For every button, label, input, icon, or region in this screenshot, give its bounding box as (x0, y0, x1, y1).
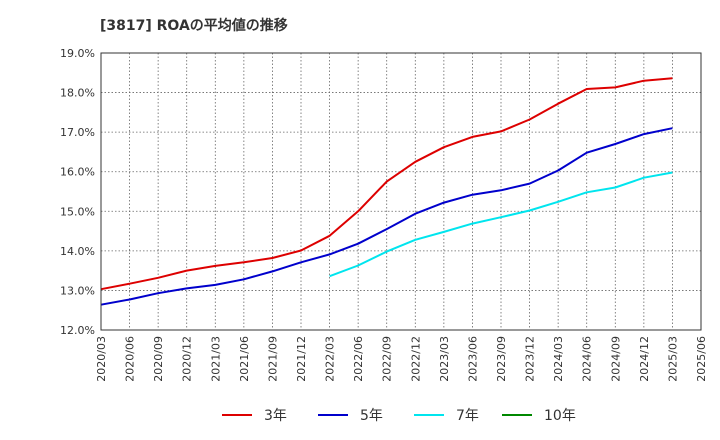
x-tick-label: 2023/09 (495, 336, 508, 382)
x-tick-label: 2024/06 (581, 336, 594, 382)
x-tick-label: 2021/09 (266, 336, 279, 382)
x-tick-label: 2022/09 (381, 336, 394, 382)
y-tick-label: 15.0% (60, 205, 95, 218)
legend-label: 3年 (264, 408, 287, 424)
series-line-7年 (329, 171, 673, 278)
legend-label: 5年 (360, 408, 383, 424)
x-tick-label: 2024/12 (638, 336, 651, 382)
x-tick-label: 2022/12 (409, 336, 422, 382)
x-tick-label: 2021/12 (295, 336, 308, 382)
x-tick-label: 2021/06 (238, 336, 251, 382)
legend-item: 5年 (318, 408, 383, 424)
plot-frame (100, 52, 702, 331)
y-tick-label: 14.0% (60, 245, 95, 258)
legend-item: 3年 (222, 408, 287, 424)
series-line-3年 (100, 77, 673, 291)
x-tick-label: 2020/03 (95, 336, 108, 382)
x-tick-label: 2023/12 (524, 336, 537, 382)
x-tick-label: 2023/06 (466, 336, 479, 382)
y-tick-label: 13.0% (60, 284, 95, 297)
y-tick-label: 18.0% (60, 87, 95, 100)
chart-title: [3817] ROAの平均値の推移 (100, 17, 288, 34)
y-tick-label: 16.0% (60, 166, 95, 179)
y-tick-label: 12.0% (60, 324, 95, 337)
series-lines (100, 77, 673, 306)
x-tick-label: 2024/03 (552, 336, 565, 382)
legend-item: 10年 (502, 408, 576, 424)
x-tick-label: 2020/09 (152, 336, 165, 382)
x-tick-label: 2024/09 (609, 336, 622, 382)
y-axis-ticks: 12.0% 13.0% 14.0% 15.0% 16.0% 17.0% 18.0% 19.0% (60, 47, 95, 337)
x-tick-label: 2022/03 (324, 336, 337, 382)
x-tick-label: 2020/06 (124, 336, 137, 382)
x-tick-label: 2025/03 (666, 336, 679, 382)
x-tick-label: 2025/06 (695, 336, 708, 382)
x-tick-label: 2020/12 (181, 336, 194, 382)
x-tick-label: 2021/03 (209, 336, 222, 382)
legend: 3年 5年 7年 10年 (222, 408, 576, 424)
legend-item: 7年 (414, 408, 479, 424)
y-tick-label: 17.0% (60, 126, 95, 139)
y-tick-label: 19.0% (60, 47, 95, 60)
legend-label: 10年 (544, 408, 576, 424)
grid (101, 53, 701, 330)
legend-label: 7年 (456, 408, 479, 424)
series-line-5年 (100, 127, 673, 306)
x-tick-label: 2022/06 (352, 336, 365, 382)
x-tick-label: 2023/03 (438, 336, 451, 382)
x-axis-ticks: 2020/03 2020/06 2020/09 2020/12 2021/03 2021/… (95, 336, 708, 382)
